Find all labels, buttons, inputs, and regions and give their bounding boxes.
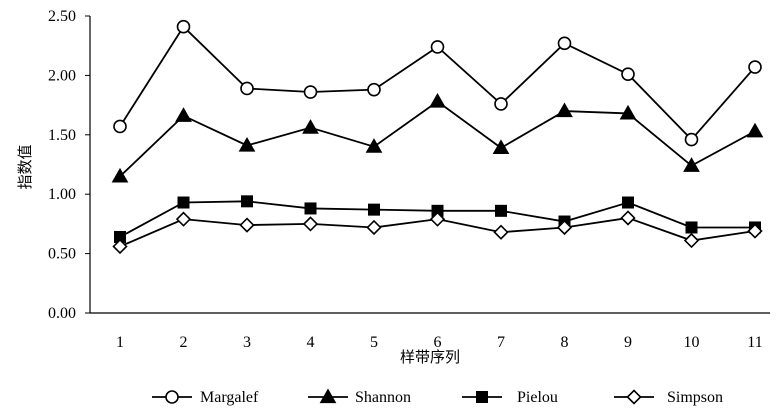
x-axis-title: 样带序列 [400,348,460,366]
data-point-shannon [429,93,446,108]
x-tick-label: 7 [497,334,505,351]
series-margalef [113,19,762,147]
legend-marker-margalef [165,390,179,404]
data-point-pielou [685,221,698,234]
x-tick-label: 9 [624,334,632,351]
data-point-margalef [494,97,508,111]
legend-marker-pielou [476,391,488,403]
data-point-shannon [746,122,764,138]
data-point-margalef [621,67,635,82]
data-point-simpson [112,238,128,255]
data-point-margalef [367,82,381,97]
y-tick-label: 1.50 [48,127,76,144]
series-simpson [112,210,763,255]
data-point-pielou [622,196,634,209]
data-point-simpson [620,210,636,226]
data-point-simpson [747,223,763,239]
data-point-simpson [683,232,700,249]
data-point-shannon [683,157,700,172]
data-point-shannon [365,138,383,153]
data-point-simpson [556,219,573,236]
legend-label-pielou: Pielou [517,389,558,406]
data-point-margalef [303,85,318,99]
x-tick-label: 2 [180,334,188,351]
x-tick-label: 4 [307,334,315,351]
data-point-margalef [684,132,699,147]
series-shannon [111,93,764,183]
data-point-margalef [113,119,127,134]
legend-item-shannon: Shannon [308,388,411,406]
legend-item-margalef: Margalef [152,389,259,406]
x-tick-label: 1 [116,334,124,351]
series-line-shannon [119,100,756,178]
data-point-shannon [238,136,256,152]
y-tick-label: 2.00 [48,67,76,84]
data-point-shannon [111,167,129,183]
y-tick-label: 0.50 [48,246,76,263]
x-tick-label: 10 [684,334,700,351]
legend-item-simpson: Simpson [614,389,723,406]
y-tick-label: 0.00 [48,305,76,322]
data-point-margalef [430,40,445,54]
legend-marker-shannon [319,388,337,404]
data-point-simpson [239,217,255,233]
data-point-margalef [240,81,254,96]
legend-label-simpson: Simpson [667,389,723,406]
data-point-shannon [492,139,510,154]
legend-item-pielou: Pielou [462,389,558,406]
data-point-margalef [557,36,572,51]
legend-label-shannon: Shannon [355,389,411,406]
legend-marker-simpson [626,389,642,405]
series-layer [111,19,764,255]
data-point-pielou [368,203,380,216]
legend-label-margalef: Margalef [200,389,259,406]
data-point-simpson [366,219,382,236]
x-tick-label: 5 [370,334,378,351]
x-tick-label: 11 [747,334,762,351]
data-point-simpson [493,224,509,240]
y-axis-title: 指数值 [16,144,34,189]
data-point-shannon [556,102,573,118]
data-point-margalef [176,19,191,34]
x-tick-label: 3 [243,334,251,351]
x-tick-label: 6 [434,334,442,351]
data-point-shannon [302,119,319,134]
data-point-simpson [302,216,319,232]
data-point-shannon [175,107,192,122]
data-point-pielou [241,195,253,208]
x-tick-label: 8 [561,334,569,351]
data-point-simpson [429,211,446,227]
y-tick-label: 2.50 [48,8,76,25]
data-point-simpson [175,211,192,227]
data-point-shannon [619,104,637,120]
data-point-pielou [304,202,317,215]
legend: Margalef Shannon Pielou Simpson [152,388,723,406]
data-point-pielou [495,204,507,217]
y-tick-label: 1.00 [48,186,76,203]
data-point-margalef [748,60,762,74]
data-point-pielou [177,196,190,209]
axes: 0.00 0.50 1.00 1.50 2.00 2.50 1 2 3 4 5 6 7 8 9 10 11 [48,8,770,351]
